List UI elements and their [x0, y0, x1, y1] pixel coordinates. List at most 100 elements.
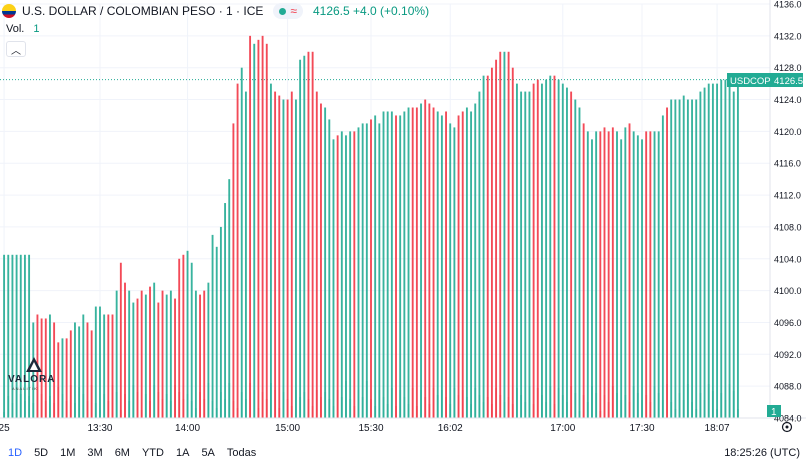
- gear-icon[interactable]: [781, 421, 793, 433]
- y-tick-label: 4092.0: [774, 350, 802, 360]
- volume-bar: [699, 393, 702, 418]
- market-status-pill[interactable]: ≈: [273, 3, 303, 19]
- volume-bar: [261, 392, 264, 418]
- range-button-1m[interactable]: 1M: [60, 447, 76, 459]
- volume-bar: [553, 404, 556, 418]
- volume-bar: [240, 392, 243, 418]
- range-button-todas[interactable]: Todas: [226, 447, 257, 459]
- ohlc-bar: [28, 254, 31, 418]
- volume-bar: [23, 401, 26, 418]
- ohlc-bar: [107, 314, 110, 418]
- volume-label: Vol.: [6, 23, 25, 35]
- collapse-legend-button[interactable]: ︿: [6, 41, 26, 57]
- ohlc-bar: [428, 103, 431, 419]
- ohlc-bar: [328, 119, 331, 418]
- volume-bar: [549, 386, 552, 418]
- ohlc-bar: [157, 302, 160, 418]
- volume-bar: [515, 388, 518, 418]
- volume-bar: [616, 393, 618, 418]
- range-button-1a[interactable]: 1A: [175, 447, 190, 459]
- volume-bar: [86, 401, 89, 418]
- market-open-icon: [279, 7, 287, 15]
- ohlc-bar: [495, 59, 498, 418]
- volume-bar: [111, 385, 114, 418]
- y-tick-label: 4136.0: [774, 0, 802, 10]
- volume-bar: [728, 384, 731, 418]
- volume-bar: [624, 395, 627, 418]
- range-button-1d[interactable]: 1D: [8, 447, 23, 459]
- volume-bar: [445, 397, 447, 418]
- volume-bar: [15, 387, 18, 418]
- last-quote: 4126.5 +4.0 (+0.10%): [312, 4, 430, 18]
- valora-logo: VALORA ANALITIK: [4, 356, 64, 396]
- volume-bar: [620, 400, 623, 418]
- price-axis[interactable]: 4136.0 4132.0 4128.0 4124.0 4120.0 4116.0 4112…: [774, 0, 802, 424]
- volume-bar: [19, 394, 22, 418]
- volume-bar: [53, 403, 56, 418]
- x-tick-label: 25: [0, 423, 10, 434]
- ohlc-bar: [736, 79, 739, 418]
- ohlc-bar: [591, 139, 593, 418]
- ohlc-bar: [574, 99, 577, 419]
- volume-bar: [707, 384, 710, 418]
- volume-bar: [486, 397, 489, 418]
- volume-bar: [545, 402, 548, 418]
- ohlc-bar: [499, 51, 502, 419]
- ohlc-bar: [253, 43, 256, 419]
- volume-bar: [490, 404, 493, 418]
- ohlc-bar: [378, 123, 381, 418]
- ohlc-bar: [695, 99, 698, 419]
- volume-bar: [528, 386, 531, 418]
- ohlc-bar: [99, 306, 101, 418]
- ohlc-bar: [140, 290, 143, 418]
- ohlc-bar: [395, 115, 397, 418]
- volume-bar: [607, 402, 610, 418]
- volume-bar: [249, 383, 252, 418]
- y-tick-label: 4116.0: [774, 159, 801, 169]
- volume-bar: [44, 401, 47, 418]
- ohlc-bar: [132, 302, 135, 418]
- ohlc-bar: [82, 314, 85, 418]
- y-tick-label: 4096.0: [774, 318, 802, 328]
- ohlc-bar: [78, 326, 81, 418]
- ohlc-bar: [674, 99, 677, 419]
- volume-bar: [332, 406, 335, 418]
- ohlc-bar: [670, 99, 673, 419]
- volume-bar: [432, 388, 435, 418]
- volume-bar: [103, 394, 106, 418]
- volume-bar: [307, 399, 310, 418]
- range-button-3m[interactable]: 3M: [87, 447, 103, 459]
- volume-bar: [211, 401, 214, 418]
- logo-sub: ANALITIK: [12, 386, 38, 391]
- y-tick-label: 4100.0: [774, 286, 802, 296]
- time-axis[interactable]: 25 13:30 14:00 15:00 15:30 16:02 17:00 17:30 18:…: [0, 423, 730, 434]
- symbol-title[interactable]: U.S. DOLLAR / COLOMBIAN PESO · 1 · ICE: [22, 4, 264, 18]
- volume-bar: [236, 408, 239, 418]
- ohlc-bar: [7, 254, 10, 418]
- volume-bar: [115, 392, 118, 418]
- volume-bar: [632, 386, 635, 418]
- volume-bar: [370, 399, 372, 418]
- ohlc-bar: [666, 107, 668, 418]
- ohlc-bar: [470, 111, 473, 418]
- range-button-6m[interactable]: 6M: [114, 447, 130, 459]
- volume-bar: [536, 388, 539, 418]
- ohlc-bar: [553, 75, 556, 419]
- volume-bar: [257, 408, 260, 418]
- volume-bar: [411, 388, 414, 418]
- range-button-ytd[interactable]: YTD: [141, 447, 164, 459]
- ohlc-bar: [365, 123, 368, 418]
- ohlc-bar: [699, 91, 702, 419]
- ohlc-bar: [232, 123, 235, 418]
- volume-bar: [40, 394, 43, 418]
- volume-bar: [224, 399, 227, 418]
- utc-clock[interactable]: 18:25:26 (UTC): [724, 447, 800, 459]
- ohlc-bar: [353, 131, 356, 418]
- x-tick-label: 17:00: [550, 423, 575, 434]
- ohlc-bar: [582, 123, 585, 418]
- range-button-5a[interactable]: 5A: [201, 447, 215, 459]
- range-button-5d[interactable]: 5D: [34, 447, 49, 459]
- ohlc-bar: [290, 91, 293, 419]
